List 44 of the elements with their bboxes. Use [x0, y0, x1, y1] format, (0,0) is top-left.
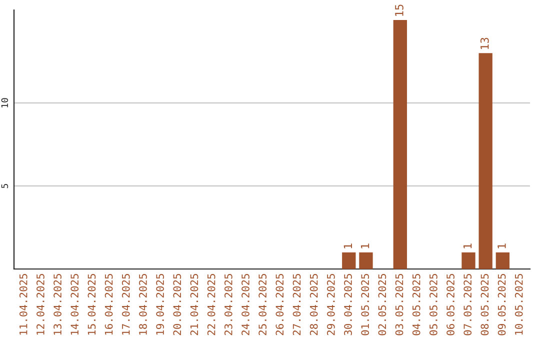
x-tick-label: 06.05.2025 — [446, 274, 454, 336]
data-label: 1 — [360, 244, 370, 248]
x-tick-label: 15.04.2025 — [88, 274, 96, 335]
x-tick-label: 01.05.2025 — [361, 274, 370, 336]
data-label: 13 — [480, 38, 489, 50]
x-tick-label: 29.04.2025 — [326, 274, 335, 336]
x-tick-label: 25.04.2025 — [258, 274, 267, 336]
x-tick-label: 21.04.2025 — [190, 274, 198, 336]
x-tick-label: 09.05.2025 — [498, 274, 506, 336]
x-tick-label: 13.04.2025 — [54, 274, 62, 335]
x-tick-label: 04.05.2025 — [412, 274, 420, 336]
y-tick-label: 10 — [1, 98, 8, 108]
x-tick-label: 10.05.2025 — [514, 274, 523, 335]
x-tick-label: 28.04.2025 — [310, 274, 318, 336]
bar — [342, 252, 356, 269]
x-tick-label: 11.04.2025 — [19, 274, 28, 335]
data-label: 1 — [344, 244, 352, 248]
x-tick-label: 18.04.2025 — [139, 274, 147, 335]
x-tick-label: 02.05.2025 — [378, 274, 386, 336]
x-tick-label: 17.04.2025 — [122, 274, 130, 335]
bar — [359, 252, 373, 269]
x-tick-label: 03.05.2025 — [395, 274, 404, 336]
x-tick-label: 24.04.2025 — [242, 274, 250, 336]
x-tick-label: 05.05.2025 — [429, 274, 438, 336]
bar — [478, 53, 492, 269]
data-label: 15 — [395, 4, 404, 16]
x-tick-label: 12.04.2025 — [36, 274, 44, 335]
x-tick-label: 14.04.2025 — [70, 274, 79, 335]
x-tick-label: 26.04.2025 — [276, 274, 284, 336]
x-tick-label: 16.04.2025 — [104, 274, 113, 335]
x-tick-label: 27.04.2025 — [292, 274, 301, 336]
x-tick-label: 08.05.2025 — [480, 274, 489, 336]
bar — [462, 252, 476, 269]
x-tick-label: 07.05.2025 — [464, 274, 472, 336]
bar — [496, 252, 510, 269]
x-tick-label: 20.04.2025 — [173, 274, 182, 336]
x-tick-label: 22.04.2025 — [207, 274, 216, 336]
bar — [393, 20, 407, 269]
data-label: 1 — [463, 244, 472, 248]
data-label: 1 — [498, 244, 506, 248]
x-tick-label: 19.04.2025 — [156, 274, 164, 335]
x-tick-label: 30.04.2025 — [344, 274, 352, 336]
x-tick-label: 23.04.2025 — [224, 274, 232, 336]
y-tick-label: 5 — [1, 184, 8, 188]
